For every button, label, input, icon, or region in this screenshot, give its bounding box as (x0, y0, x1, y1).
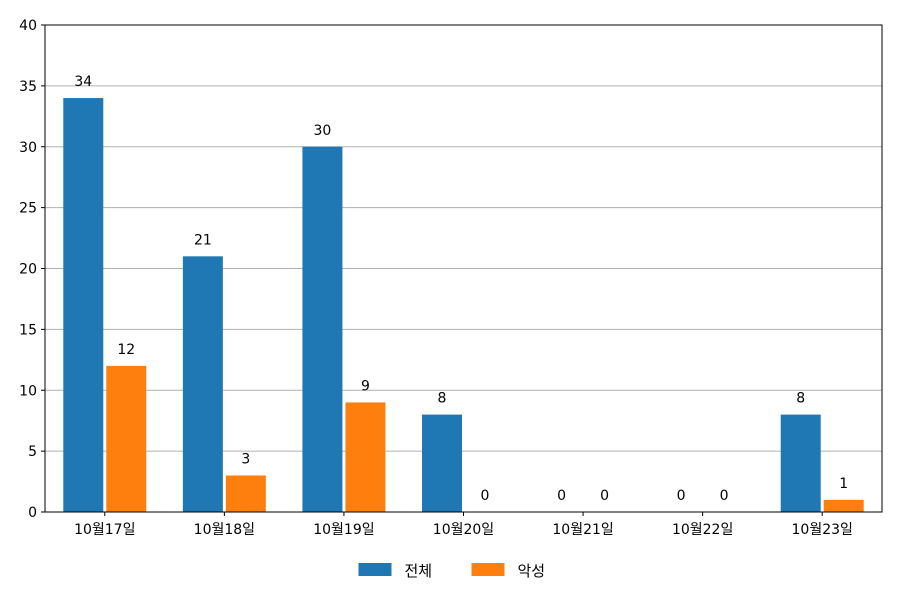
x-tick-label: 10월22일 (672, 522, 733, 538)
y-tick-label: 25 (19, 201, 37, 217)
data-label: 3 (241, 451, 250, 467)
y-tick-label: 0 (28, 505, 37, 521)
data-labels-layer: 34 21 30 8 0 0 8 12 3 9 0 0 0 1 (74, 74, 848, 504)
bar-total (780, 414, 821, 512)
data-label: 21 (194, 232, 212, 248)
bar-malicious (823, 499, 864, 512)
data-label: 34 (74, 74, 92, 90)
data-label: 12 (117, 342, 135, 358)
data-label: 0 (557, 488, 566, 504)
y-tick-label: 5 (28, 444, 37, 460)
data-label: 8 (796, 391, 805, 407)
data-label: 0 (677, 488, 686, 504)
legend-label: 악성 (518, 562, 546, 580)
x-tick-label: 10월19일 (313, 522, 374, 538)
y-tick-label: 30 (19, 140, 37, 156)
bar-total (182, 256, 223, 512)
x-tick-label: 10월18일 (194, 522, 255, 538)
legend-label: 전체 (405, 562, 433, 580)
bar-malicious (106, 365, 147, 512)
x-tick-label: 10월23일 (792, 522, 853, 538)
x-tick-label: 10월21일 (552, 522, 613, 538)
data-label: 0 (720, 488, 729, 504)
y-tick-label: 35 (19, 79, 37, 95)
data-label: 9 (361, 378, 370, 394)
bar-total (63, 98, 104, 513)
x-tick-label: 10월17일 (74, 522, 135, 538)
data-label: 0 (481, 488, 490, 504)
data-label: 0 (600, 488, 609, 504)
y-tick-label: 10 (19, 383, 37, 399)
bar-malicious (345, 402, 386, 512)
data-label: 8 (438, 391, 447, 407)
legend-swatch (471, 563, 505, 576)
y-tick-label: 40 (19, 18, 37, 34)
legend: 전체 악성 (358, 562, 546, 580)
legend-swatch (358, 563, 392, 576)
bar-malicious (225, 475, 266, 512)
y-tick-label: 15 (19, 322, 37, 338)
plot-frame (44, 24, 883, 513)
bar-total (422, 414, 462, 512)
data-label: 30 (314, 123, 332, 139)
x-tick-label: 10월20일 (433, 522, 494, 538)
y-tick-label: 20 (19, 262, 37, 278)
data-label: 1 (839, 476, 848, 492)
bars-layer (63, 98, 864, 513)
bar-total (302, 146, 343, 512)
grid-layer (45, 85, 882, 452)
